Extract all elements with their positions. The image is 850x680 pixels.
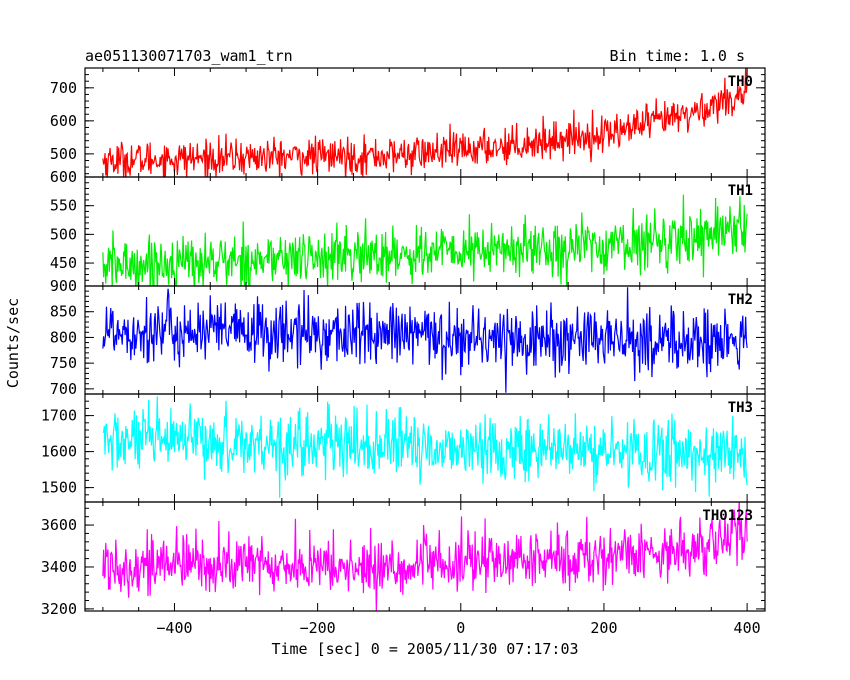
panel-label-th2: TH2 bbox=[728, 292, 753, 308]
chart-title: ae051130071703_wam1_trn bbox=[85, 47, 293, 65]
y-tick-label: 900 bbox=[50, 277, 77, 295]
y-tick-label: 750 bbox=[50, 354, 77, 372]
x-tick-label: −400 bbox=[156, 619, 192, 637]
panel-th2: 700 750 800 850 900 TH2 bbox=[50, 277, 766, 398]
panels-group: 500 600 700 TH0 450 500 550 600 TH1 700 750 800 850 9… bbox=[41, 67, 766, 618]
y-tick-label: 450 bbox=[50, 254, 77, 272]
x-axis: −400 −200 0 200 400 bbox=[156, 619, 760, 637]
panel-label-th0123: TH0123 bbox=[702, 508, 753, 524]
y-tick-label: 850 bbox=[50, 303, 77, 321]
y-tick-label: 600 bbox=[50, 112, 77, 130]
y-tick-label: 550 bbox=[50, 197, 77, 215]
x-tick-label: 200 bbox=[590, 619, 617, 637]
x-axis-title: Time [sec] 0 = 2005/11/30 07:17:03 bbox=[271, 640, 578, 658]
y-tick-label: 600 bbox=[50, 168, 77, 186]
series-line-th2 bbox=[102, 287, 748, 393]
y-tick-label: 1500 bbox=[41, 479, 77, 497]
x-tick-label: 0 bbox=[456, 619, 465, 637]
panel-label-th3: TH3 bbox=[728, 400, 753, 416]
y-tick-label: 3600 bbox=[41, 516, 77, 534]
panel-th0: 500 600 700 TH0 bbox=[50, 67, 766, 178]
y-tick-label: 500 bbox=[50, 145, 77, 163]
y-tick-label: 800 bbox=[50, 328, 77, 346]
series-line-th0123 bbox=[102, 502, 748, 611]
y-tick-label: 700 bbox=[50, 380, 77, 398]
panel-th3: 1500 1600 1700 TH3 bbox=[41, 393, 766, 503]
panel-label-th0: TH0 bbox=[728, 74, 753, 90]
y-tick-label: 500 bbox=[50, 225, 77, 243]
y-axis-title: Counts/sec bbox=[4, 298, 22, 388]
series-line-th3 bbox=[102, 396, 748, 498]
series-line-th1 bbox=[102, 194, 748, 286]
x-tick-label: −200 bbox=[300, 619, 336, 637]
panel-th0123: 3200 3400 3600 TH0123 bbox=[41, 501, 766, 618]
y-tick-label: 3400 bbox=[41, 558, 77, 576]
y-tick-label: 1600 bbox=[41, 443, 77, 461]
x-tick-label: 400 bbox=[734, 619, 761, 637]
y-tick-label: 3200 bbox=[41, 600, 77, 618]
bin-time-label: Bin time: 1.0 s bbox=[610, 47, 745, 65]
y-tick-label: 1700 bbox=[41, 407, 77, 425]
y-tick-label: 700 bbox=[50, 79, 77, 97]
series-line-th0 bbox=[102, 68, 748, 177]
panel-th1: 450 500 550 600 TH1 bbox=[50, 168, 766, 287]
panel-label-th1: TH1 bbox=[728, 183, 753, 199]
